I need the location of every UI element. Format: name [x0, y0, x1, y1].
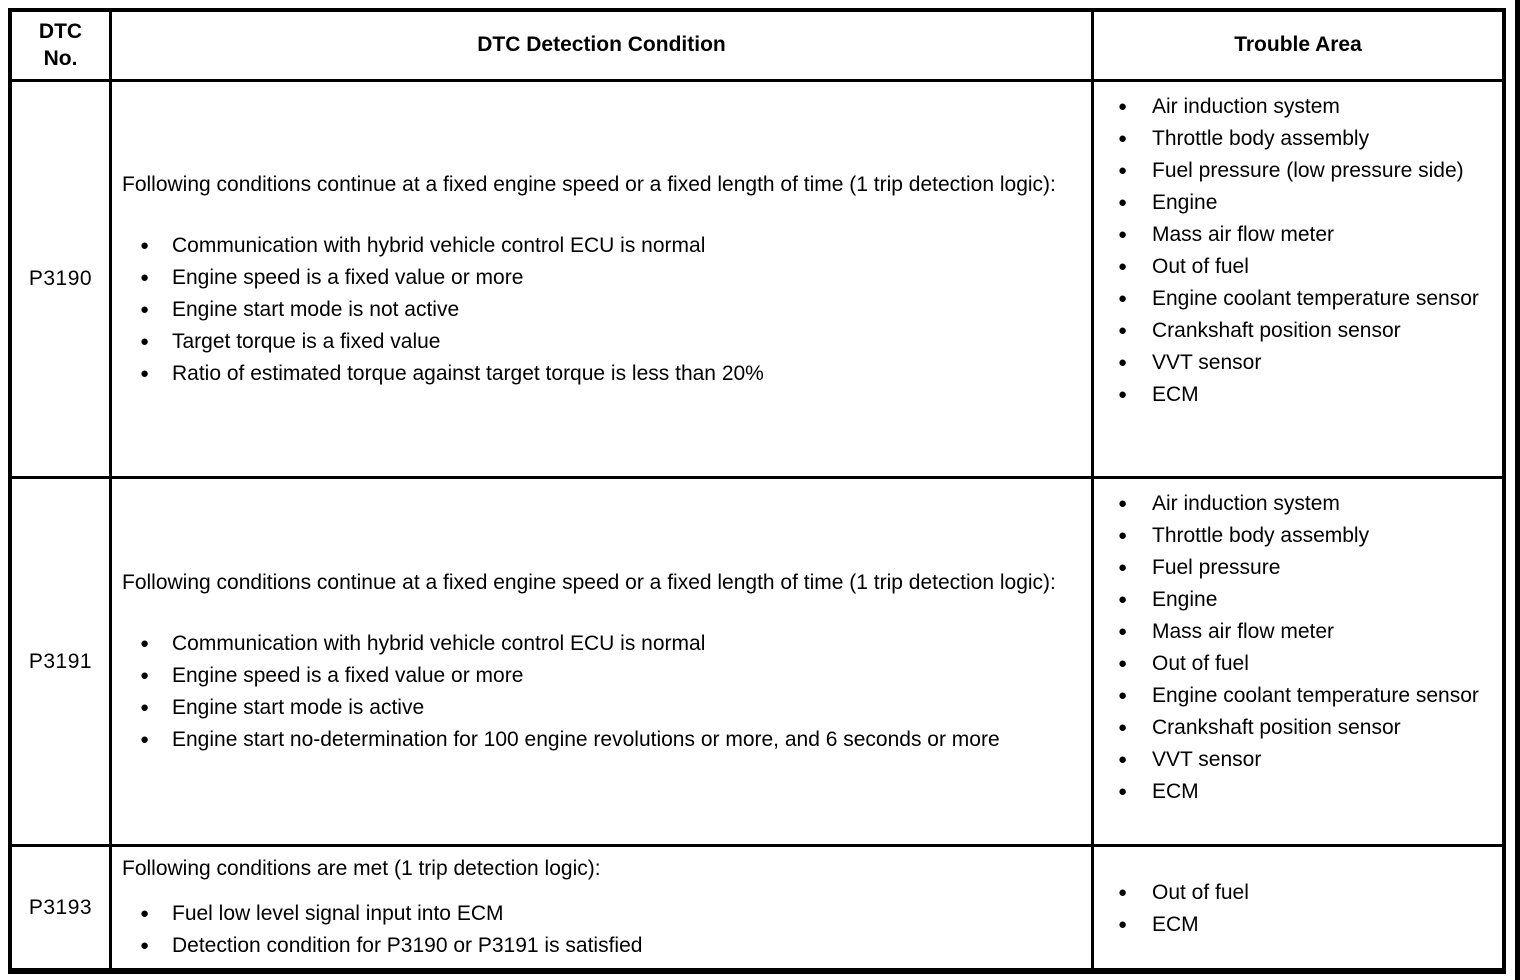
- trouble-area-item: Engine: [1098, 187, 1494, 219]
- trouble-area-p3191: Air induction system Throttle body assem…: [1094, 479, 1502, 847]
- header-dtc-no-line2: No.: [43, 46, 78, 70]
- detection-condition-p3193: Following conditions are met (1 trip det…: [112, 847, 1094, 968]
- trouble-area-item: Engine: [1098, 584, 1494, 616]
- trouble-area-item: Crankshaft position sensor: [1098, 712, 1494, 744]
- trouble-area-item: Air induction system: [1098, 488, 1494, 520]
- trouble-area-list: Air induction system Throttle body assem…: [1098, 488, 1494, 808]
- condition-item: Communication with hybrid vehicle contro…: [122, 230, 1077, 262]
- trouble-area-list: Out of fuel ECM: [1098, 877, 1494, 941]
- trouble-area-item: ECM: [1098, 909, 1494, 941]
- trouble-area-item: Air induction system: [1098, 91, 1494, 123]
- dtc-code-label: P3193: [28, 895, 93, 919]
- condition-intro: Following conditions continue at a fixed…: [122, 571, 1056, 594]
- detection-condition-p3190: Following conditions continue at a fixed…: [112, 82, 1094, 479]
- dtc-code-label: P3190: [28, 267, 93, 290]
- trouble-area-item: Engine coolant temperature sensor: [1098, 680, 1494, 712]
- trouble-area-item: ECM: [1098, 379, 1494, 411]
- condition-intro: Following conditions are met (1 trip det…: [122, 857, 601, 880]
- condition-item: Engine start mode is not active: [122, 294, 1077, 326]
- page-edge-line: [1515, 0, 1520, 980]
- condition-item: Target torque is a fixed value: [122, 326, 1077, 358]
- trouble-area-list: Air induction system Throttle body assem…: [1098, 91, 1494, 411]
- trouble-area-item: Fuel pressure: [1098, 552, 1494, 584]
- condition-item: Engine start mode is active: [122, 692, 1077, 724]
- trouble-area-item: Throttle body assembly: [1098, 520, 1494, 552]
- condition-list: Communication with hybrid vehicle contro…: [122, 628, 1077, 756]
- condition-intro: Following conditions continue at a fixed…: [122, 172, 1056, 196]
- header-detection-condition-label: DTC Detection Condition: [477, 33, 726, 57]
- header-dtc-no: DTC No.: [12, 12, 112, 82]
- condition-item: Ratio of estimated torque against target…: [122, 358, 1077, 390]
- dtc-code-p3191: P3191: [12, 479, 112, 847]
- trouble-area-p3190: Air induction system Throttle body assem…: [1094, 82, 1502, 479]
- trouble-area-p3193: Out of fuel ECM: [1094, 847, 1502, 968]
- header-detection-condition: DTC Detection Condition: [112, 12, 1094, 82]
- header-trouble-area: Trouble Area: [1094, 12, 1502, 82]
- condition-item: Detection condition for P3190 or P3191 i…: [122, 930, 1077, 962]
- trouble-area-item: Engine coolant temperature sensor: [1098, 283, 1494, 315]
- trouble-area-item: ECM: [1098, 776, 1494, 808]
- trouble-area-item: Out of fuel: [1098, 648, 1494, 680]
- trouble-area-item: Mass air flow meter: [1098, 616, 1494, 648]
- dtc-code-label: P3191: [28, 649, 93, 673]
- condition-list: Fuel low level signal input into ECM Det…: [122, 898, 1077, 962]
- trouble-area-item: Out of fuel: [1098, 251, 1494, 283]
- header-dtc-no-line1: DTC: [38, 20, 83, 44]
- dtc-code-p3190: P3190: [12, 82, 112, 479]
- trouble-area-item: Out of fuel: [1098, 877, 1494, 909]
- dtc-code-p3193: P3193: [12, 847, 112, 968]
- trouble-area-item: Throttle body assembly: [1098, 123, 1494, 155]
- condition-item: Engine speed is a fixed value or more: [122, 262, 1077, 294]
- condition-item: Communication with hybrid vehicle contro…: [122, 628, 1077, 660]
- detection-condition-p3191: Following conditions continue at a fixed…: [112, 479, 1094, 847]
- condition-item: Fuel low level signal input into ECM: [122, 898, 1077, 930]
- trouble-area-item: Fuel pressure (low pressure side): [1098, 155, 1494, 187]
- trouble-area-item: Crankshaft position sensor: [1098, 315, 1494, 347]
- header-trouble-area-label: Trouble Area: [1234, 33, 1362, 57]
- trouble-area-item: Mass air flow meter: [1098, 219, 1494, 251]
- condition-item: Engine speed is a fixed value or more: [122, 660, 1077, 692]
- dtc-table: DTC No. DTC Detection Condition Trouble …: [8, 8, 1506, 974]
- trouble-area-item: VVT sensor: [1098, 744, 1494, 776]
- condition-list: Communication with hybrid vehicle contro…: [122, 230, 1077, 390]
- trouble-area-item: VVT sensor: [1098, 347, 1494, 379]
- condition-item: Engine start no-determination for 100 en…: [122, 724, 1077, 756]
